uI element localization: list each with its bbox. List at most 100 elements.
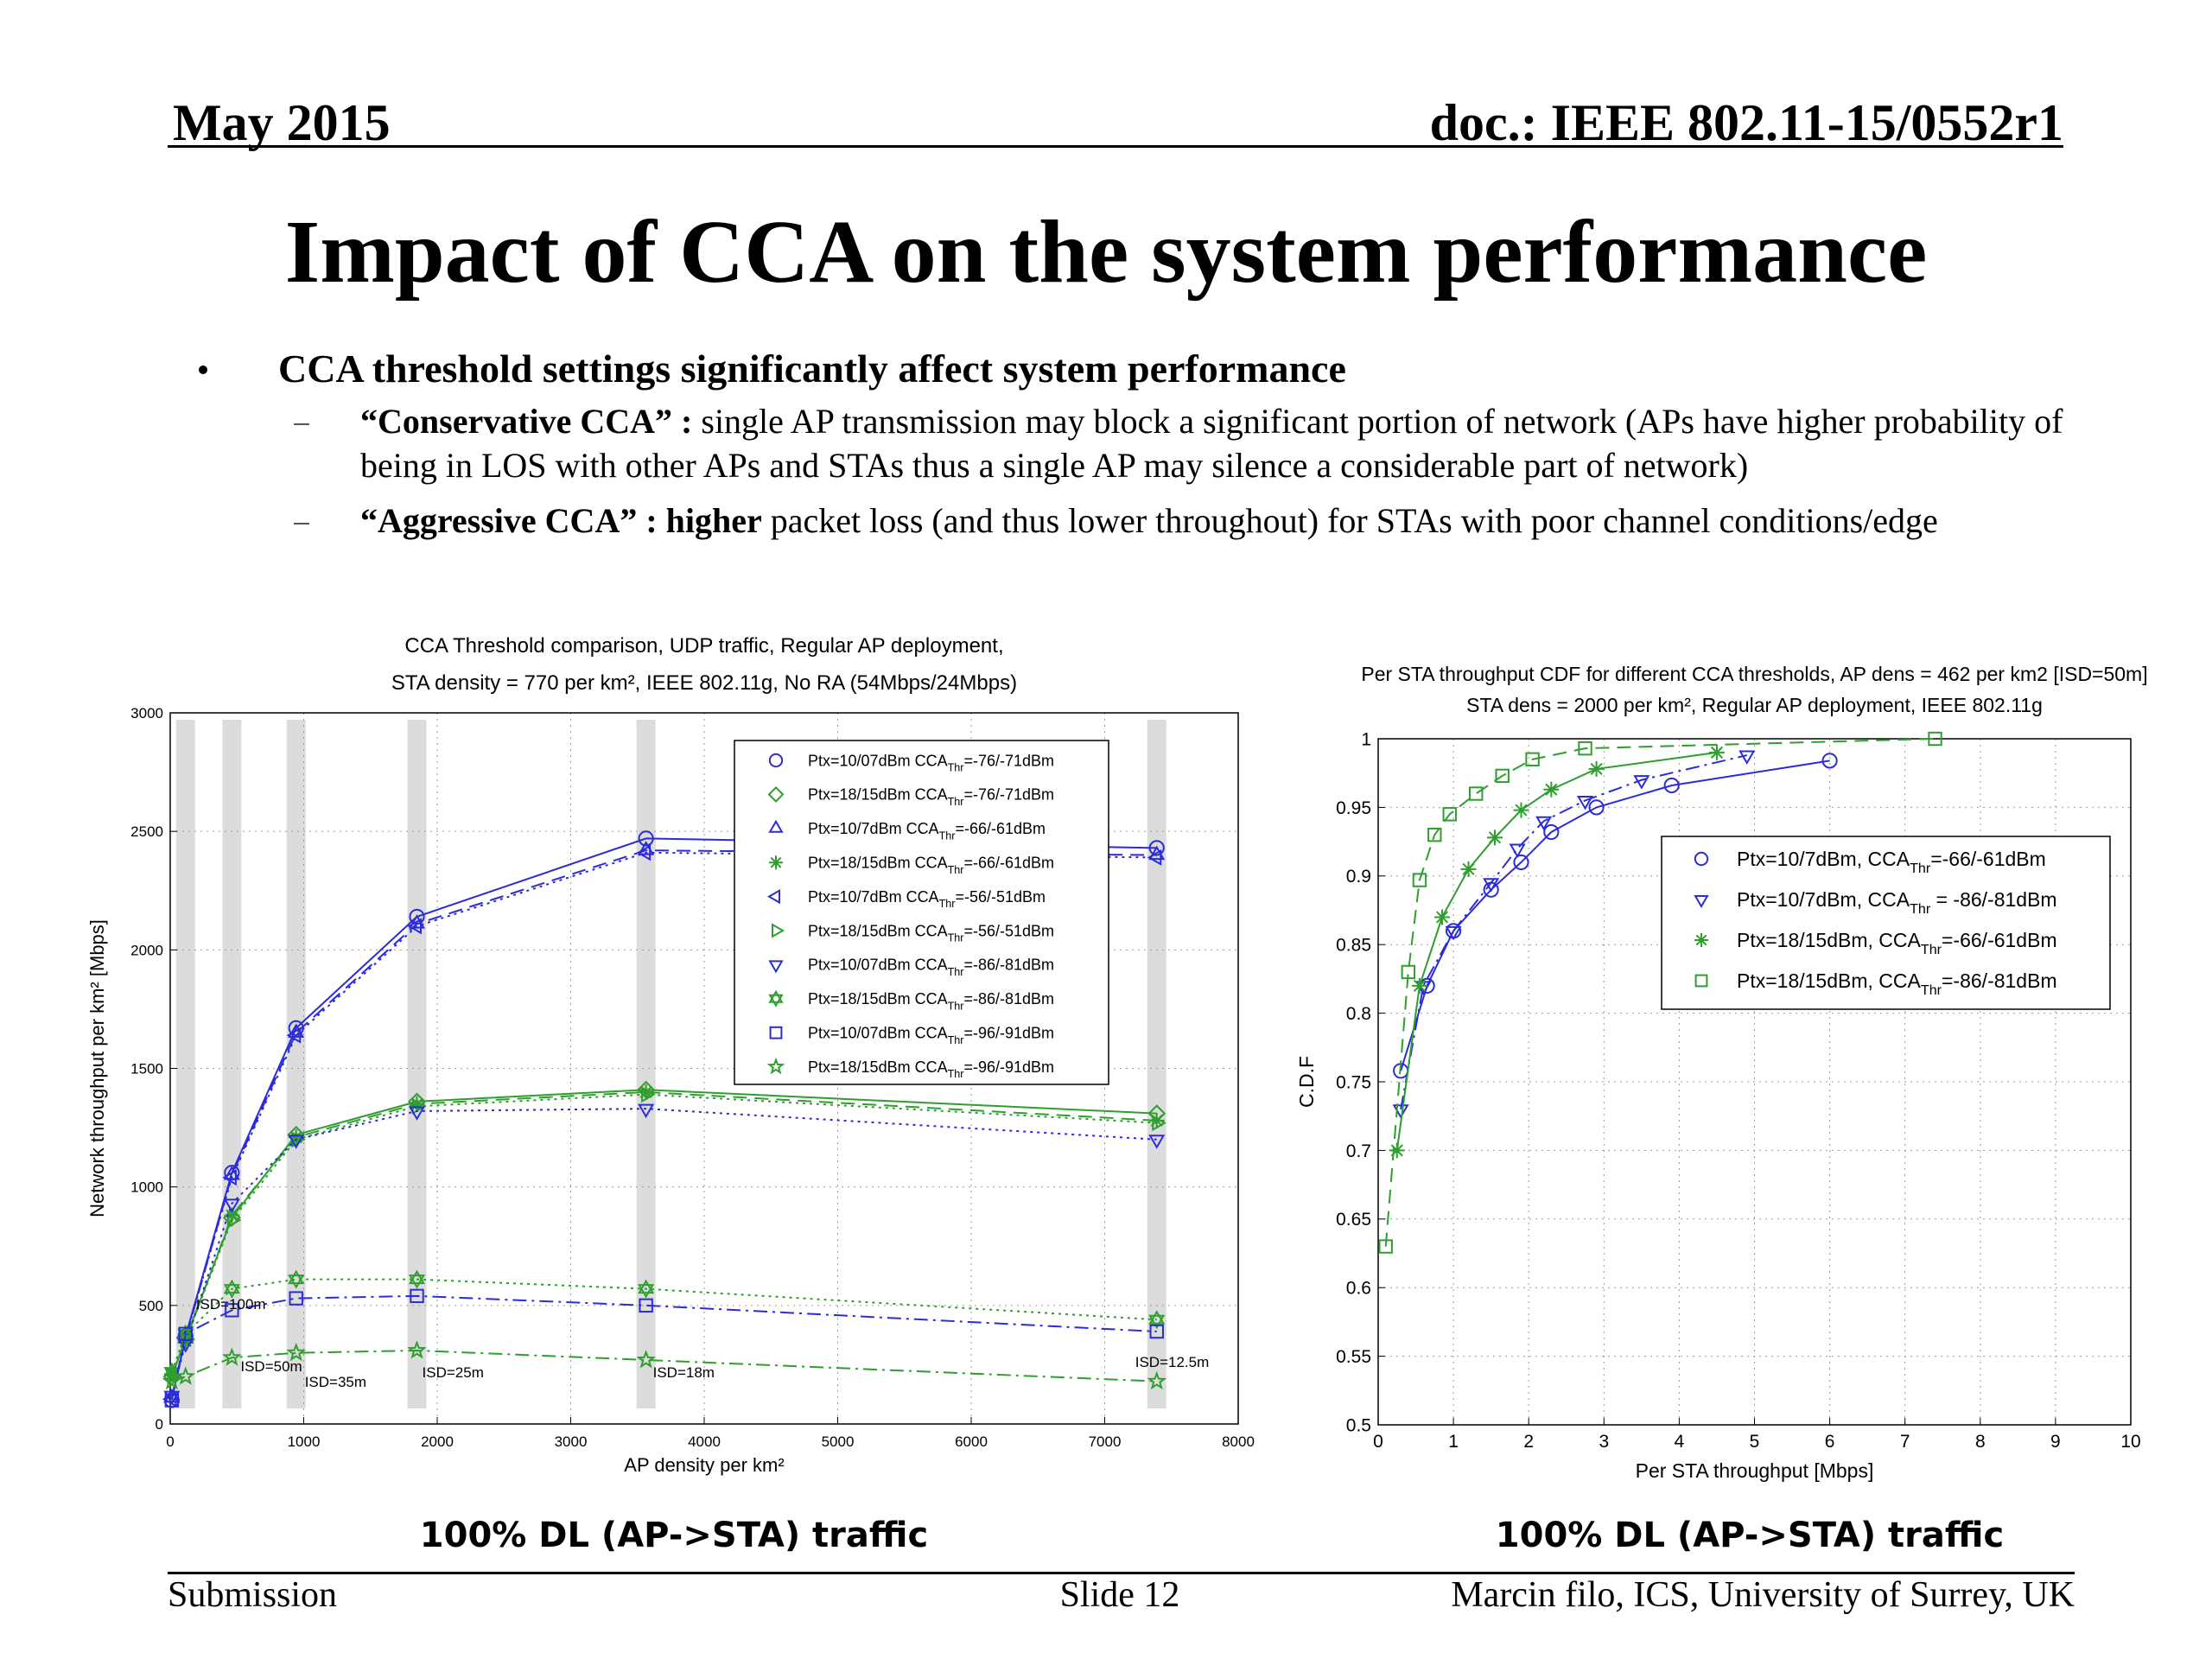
legend-text: Ptx=18/15dBm, CCA bbox=[1737, 969, 1922, 992]
marker bbox=[164, 1393, 180, 1408]
marker bbox=[1389, 1142, 1405, 1159]
y-tick-label: 0.95 bbox=[1336, 798, 1371, 818]
sub-bullet-text: single AP transmission may block a signi… bbox=[360, 402, 2063, 485]
y-tick-label: 0 bbox=[156, 1416, 163, 1433]
header-doc: doc.: IEEE 802.11-15/0552r1 bbox=[1429, 94, 2063, 151]
sub-bullet-dash bbox=[294, 423, 309, 425]
legend-text: =-86/-81dBm bbox=[963, 957, 1054, 974]
marker bbox=[638, 1279, 655, 1299]
legend-marker bbox=[1694, 974, 1708, 988]
legend-marker bbox=[1694, 933, 1708, 947]
legend-marker bbox=[766, 1057, 785, 1075]
marker bbox=[1821, 753, 1838, 769]
legend-marker bbox=[768, 989, 784, 1007]
marker bbox=[1469, 786, 1484, 801]
legend-subscript: Thr bbox=[948, 796, 964, 808]
legend-text: Ptx=18/15dBm, CCA bbox=[1737, 929, 1922, 951]
x-tick-label: 5000 bbox=[822, 1433, 855, 1450]
density-band bbox=[222, 720, 242, 1408]
slide-title: Impact of CCA on the system performance bbox=[284, 202, 1928, 302]
x-tick-label: 0 bbox=[1373, 1432, 1383, 1452]
marker bbox=[1543, 781, 1560, 798]
series-line bbox=[170, 1278, 1157, 1372]
marker bbox=[1928, 731, 1942, 747]
legend-text: =-86/-81dBm bbox=[963, 990, 1054, 1007]
legend-box bbox=[1661, 836, 2111, 1010]
x-tick-label: 0 bbox=[166, 1433, 174, 1450]
marker bbox=[1401, 964, 1416, 980]
marker bbox=[638, 1084, 654, 1100]
y-tick-label: 0.85 bbox=[1336, 936, 1371, 956]
marker bbox=[178, 1326, 193, 1341]
legend-text: =-66/-61dBm bbox=[963, 855, 1054, 872]
legend-text: Ptx=18/15dBm CCA bbox=[808, 1058, 948, 1076]
legend-marker bbox=[1694, 895, 1709, 908]
marker bbox=[1147, 849, 1162, 866]
marker bbox=[1663, 777, 1680, 794]
marker bbox=[1543, 823, 1560, 841]
marker bbox=[1427, 827, 1442, 842]
legend-subscript: Thr bbox=[948, 966, 964, 978]
y-tick-label: 0.6 bbox=[1346, 1279, 1371, 1299]
marker bbox=[638, 830, 654, 847]
legend-marker bbox=[769, 855, 783, 870]
marker bbox=[1412, 873, 1427, 887]
legend-label: Ptx=10/7dBm, CCAThr=-66/-61dBm bbox=[1737, 848, 2046, 876]
footer-rule bbox=[168, 1572, 2075, 1574]
marker bbox=[1149, 1324, 1164, 1339]
legend-text: Ptx=18/15dBm CCA bbox=[808, 990, 948, 1007]
x-tick-label: 6 bbox=[1825, 1432, 1835, 1452]
legend-subscript: Thr bbox=[948, 864, 964, 876]
x-tick-label: 2 bbox=[1523, 1432, 1534, 1452]
marker bbox=[288, 1269, 305, 1289]
y-tick-label: 500 bbox=[139, 1298, 163, 1314]
legend-text: =-96/-91dBm bbox=[963, 1025, 1054, 1042]
density-band bbox=[286, 720, 306, 1408]
header-rule bbox=[168, 145, 2063, 148]
x-axis-label: AP density per km² bbox=[624, 1454, 784, 1476]
legend-subscript: Thr bbox=[1921, 982, 1942, 998]
legend-text: Ptx=10/7dBm CCA bbox=[808, 888, 939, 906]
x-tick-label: 4000 bbox=[688, 1433, 721, 1450]
y-tick-label: 0.5 bbox=[1346, 1415, 1371, 1435]
legend-text: =-66/-61dBm bbox=[1930, 848, 2046, 870]
legend-text: Ptx=10/7dBm, CCA bbox=[1737, 888, 1910, 911]
marker bbox=[222, 1169, 237, 1186]
sub-bullet: “Aggressive CCA” : higher packet loss (a… bbox=[360, 499, 2088, 543]
annotation: ISD=18m bbox=[653, 1364, 715, 1381]
legend-text: Ptx=10/7dBm CCA bbox=[808, 820, 939, 837]
legend-text: = -86/-81dBm bbox=[1930, 888, 2056, 911]
legend-marker bbox=[768, 960, 784, 974]
chart-title: STA dens = 2000 per km², Regular AP depl… bbox=[1466, 694, 2043, 716]
marker bbox=[289, 1291, 303, 1306]
legend-text: =-86/-81dBm bbox=[1942, 969, 2057, 992]
legend-subscript: Thr bbox=[948, 1034, 964, 1046]
y-tick-label: 1500 bbox=[130, 1060, 163, 1077]
marker bbox=[1513, 854, 1529, 871]
density-band bbox=[636, 720, 656, 1408]
legend-label: Ptx=10/07dBm CCAThr=-96/-91dBm bbox=[808, 1025, 1054, 1046]
marker bbox=[1483, 878, 1500, 893]
marker bbox=[1148, 1112, 1165, 1128]
y-axis-label: Network throughput per km² [Mbps] bbox=[86, 919, 108, 1217]
legend-box bbox=[734, 740, 1109, 1085]
x-tick-label: 9 bbox=[2050, 1432, 2061, 1452]
sub-bullet-dash bbox=[294, 523, 309, 524]
legend-label: Ptx=18/15dBm CCAThr=-86/-81dBm bbox=[808, 990, 1054, 1012]
marker bbox=[639, 1298, 653, 1313]
series-line bbox=[170, 1093, 1157, 1376]
x-tick-label: 8000 bbox=[1222, 1433, 1255, 1450]
plot-frame bbox=[169, 712, 1239, 1425]
y-axis-label: C.D.F bbox=[1295, 1056, 1318, 1108]
legend-text: Ptx=18/15dBm CCA bbox=[808, 855, 948, 872]
footer-center: Slide 12 bbox=[1059, 1575, 1180, 1615]
x-tick-label: 7 bbox=[1900, 1432, 1910, 1452]
marker bbox=[1411, 977, 1427, 994]
annotation: ISD=12.5m bbox=[1135, 1354, 1210, 1370]
marker bbox=[408, 1269, 426, 1289]
marker bbox=[407, 1340, 427, 1359]
x-tick-label: 10 bbox=[2120, 1432, 2140, 1452]
marker bbox=[1576, 795, 1594, 810]
y-tick-label: 0.75 bbox=[1336, 1072, 1371, 1092]
marker bbox=[636, 1350, 656, 1369]
